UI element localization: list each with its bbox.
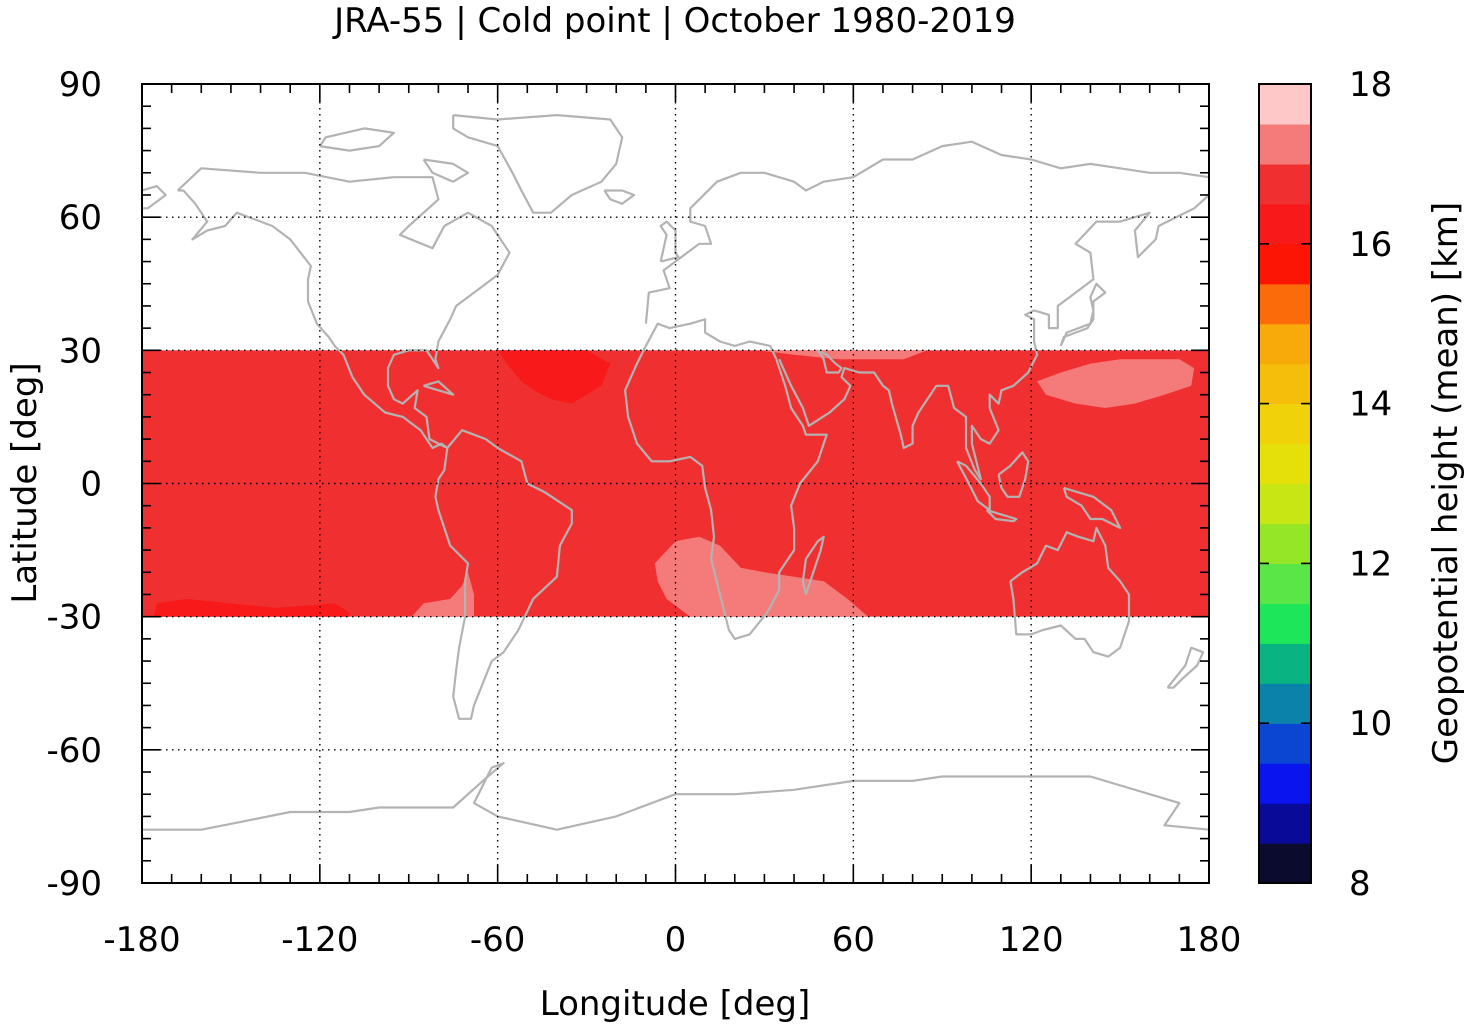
colorbar-level: [1259, 323, 1311, 365]
x-tick-label: -60: [470, 920, 526, 960]
coastline-9: [985, 509, 1018, 523]
colorbar: 8 10 12 14 16 18: [1258, 65, 1392, 904]
x-tick-label: 180: [1177, 920, 1242, 960]
colorbar-level: [1259, 203, 1311, 245]
x-tick-label: -120: [281, 920, 358, 960]
colorbar-levels: [1259, 84, 1311, 884]
y-tick-label: 90: [59, 65, 102, 105]
x-tick-labels: -180 -120 -60 0 60 120 180: [103, 920, 1241, 960]
x-tick-label: 120: [999, 920, 1064, 960]
colorbar-tick-label: 14: [1349, 385, 1392, 425]
coastline-0: [176, 167, 511, 450]
coastline-14: [1166, 646, 1205, 689]
colorbar-level: [1259, 643, 1311, 684]
colorbar-tick-label: 12: [1349, 544, 1392, 584]
colorbar-level: [1259, 803, 1311, 844]
coastline-11: [1062, 486, 1122, 529]
colorbar-tick-label: 8: [1349, 864, 1371, 904]
coastline-16: [452, 114, 624, 214]
colorbar-level: [1259, 363, 1311, 405]
coastline-12: [1059, 282, 1107, 347]
y-tick-labels: 90 60 30 0 -30 -60 -90: [46, 65, 102, 904]
colorbar-level: [1259, 843, 1311, 884]
axis-ticks: [141, 83, 1210, 884]
colorbar-level: [1259, 243, 1311, 285]
y-tick-label: 30: [59, 331, 102, 371]
x-tick-label: -180: [103, 920, 180, 960]
colorbar-level: [1259, 163, 1311, 205]
coastline-2: [624, 318, 828, 640]
chart-title: JRA-55 | Cold point | October 1980-2019: [332, 1, 1016, 41]
colorbar-level: [1259, 523, 1311, 564]
y-tick-label: 60: [59, 198, 102, 238]
heatmap-region-1: [153, 598, 350, 617]
coastline-10: [997, 451, 1030, 498]
coastline-4: [141, 185, 167, 210]
coastline-20: [318, 127, 395, 152]
colorbar-tick-label: 10: [1349, 704, 1392, 744]
coastline-21: [423, 380, 455, 396]
colorbar-level: [1259, 403, 1311, 445]
y-tick-label: -30: [46, 598, 102, 638]
x-tick-label: 0: [665, 920, 687, 960]
colorbar-tick-label: 18: [1349, 65, 1392, 105]
coastline-15: [142, 762, 1210, 831]
colorbar-level: [1259, 683, 1311, 724]
y-tick-label: -90: [46, 864, 102, 904]
coastline-3: [644, 140, 1210, 324]
y-axis-label: Latitude [deg]: [5, 362, 45, 603]
y-tick-label: -60: [46, 731, 102, 771]
heatmap-region-2: [654, 536, 869, 617]
coastline-13: [801, 535, 825, 595]
heatmap-region-4: [1037, 359, 1195, 408]
colorbar-frame: [1258, 83, 1312, 884]
coastline-19: [422, 158, 470, 183]
coastline-8: [956, 460, 991, 512]
heatmap-region-3: [411, 572, 474, 617]
colorbar-level: [1259, 84, 1311, 125]
colorbar-level: [1259, 723, 1311, 764]
x-axis-label: Longitude [deg]: [540, 984, 811, 1024]
heatmap-region-0: [497, 350, 611, 404]
colorbar-level: [1259, 603, 1311, 644]
y-tick-label: 0: [80, 465, 102, 505]
colorbar-ticks: 8 10 12 14 16 18: [1259, 65, 1392, 904]
coastlines: [141, 114, 1210, 831]
coastline-5: [778, 194, 1210, 481]
coastline-18: [659, 220, 680, 263]
colorbar-level: [1259, 763, 1311, 804]
heatmap-region-5: [758, 350, 928, 360]
plot-area: [141, 83, 1210, 884]
coastline-7: [1009, 526, 1131, 658]
colorbar-label: Geopotential height (mean) [km]: [1426, 202, 1466, 764]
colorbar-tick-label: 16: [1349, 225, 1392, 265]
coastline-17: [603, 189, 636, 205]
grid-lines: [142, 84, 1209, 883]
colorbar-level: [1259, 123, 1311, 165]
colorbar-level: [1259, 483, 1311, 525]
x-tick-label: 60: [832, 920, 875, 960]
colorbar-level: [1259, 443, 1311, 485]
coastline-6: [816, 349, 843, 374]
colorbar-level: [1259, 283, 1311, 325]
colorbar-level: [1259, 563, 1311, 604]
